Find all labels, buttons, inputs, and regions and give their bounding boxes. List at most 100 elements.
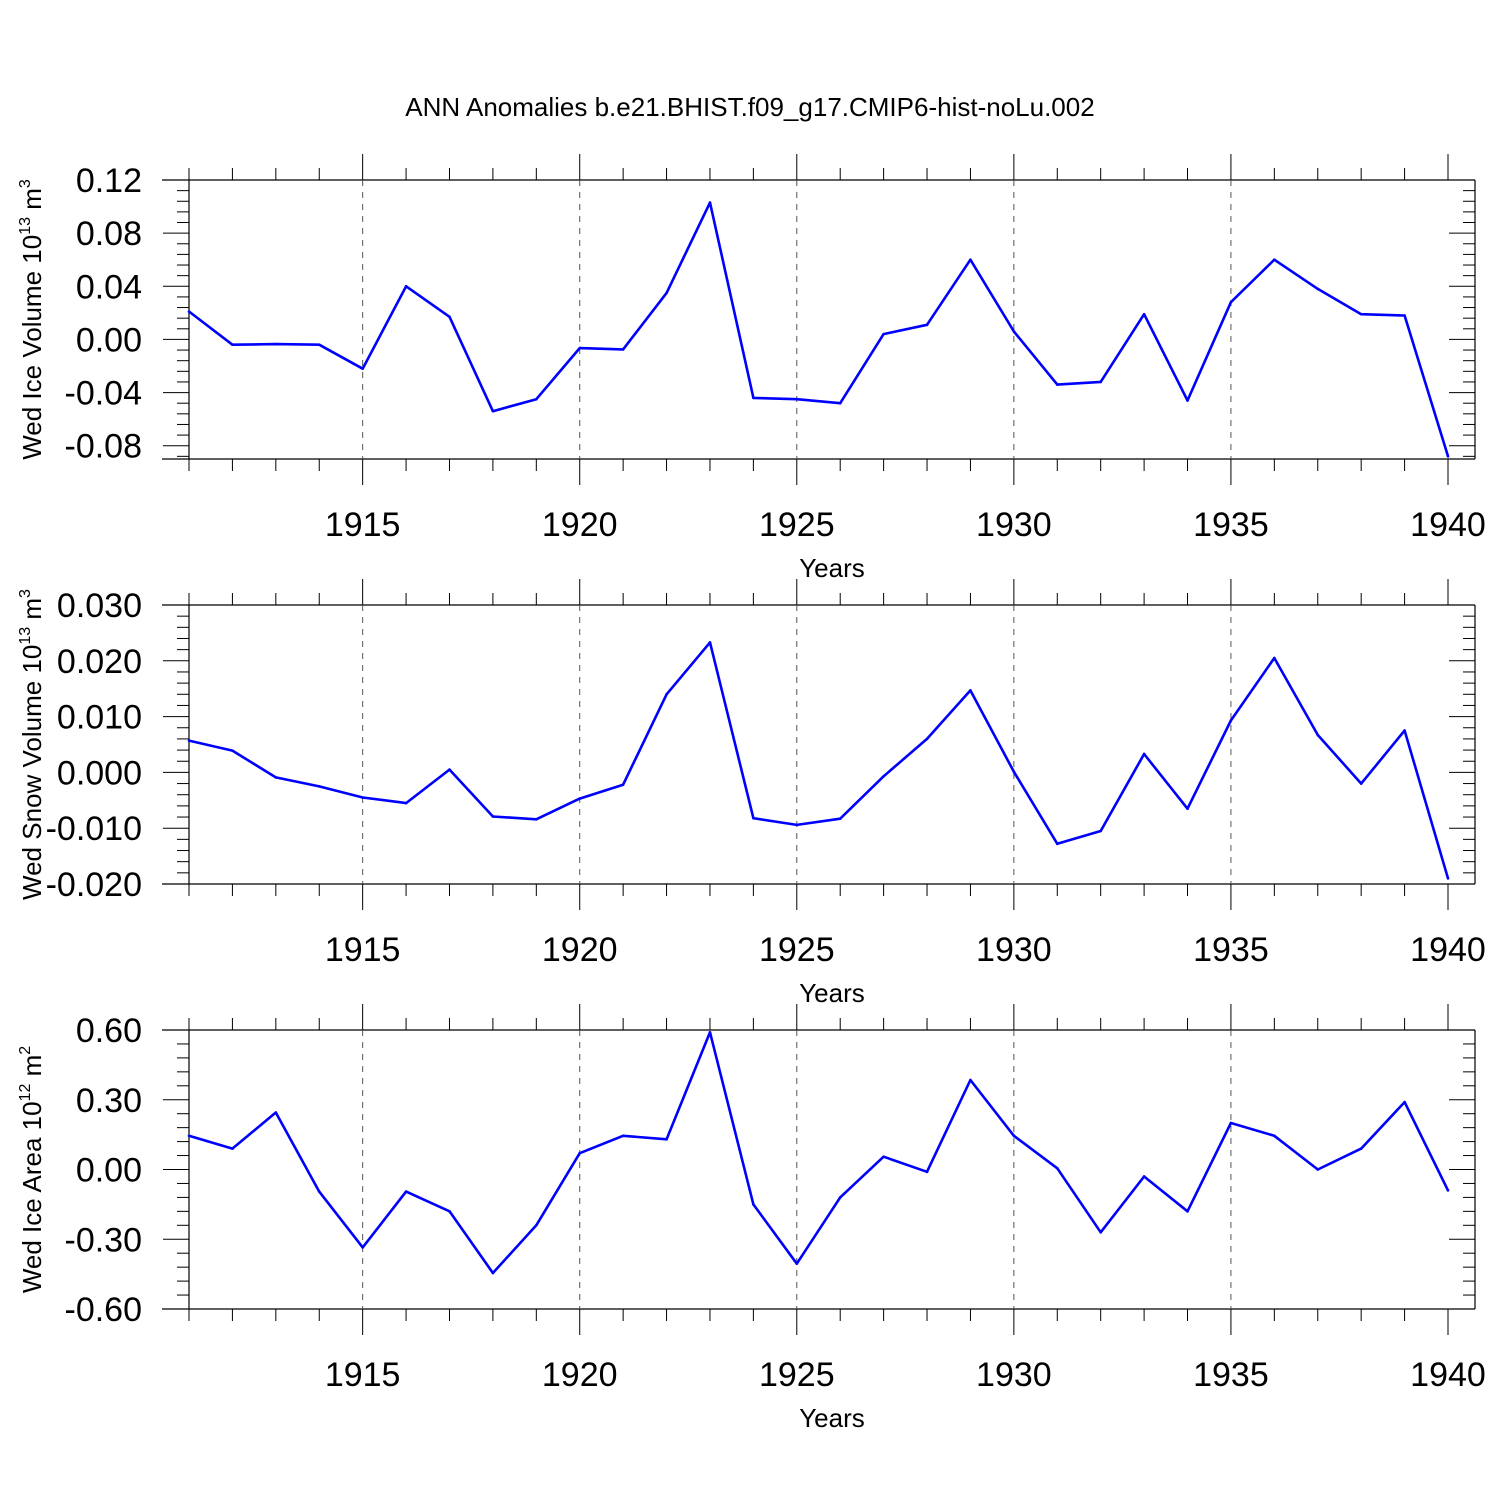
y-tick-label: 0.30 xyxy=(76,1082,142,1120)
y-tick-label: -0.020 xyxy=(46,866,142,904)
x-tick-label: 1920 xyxy=(542,506,618,544)
data-point xyxy=(274,1111,278,1114)
data-point xyxy=(1142,1175,1146,1178)
data-point xyxy=(448,315,451,319)
series-line xyxy=(188,201,1450,457)
data-point xyxy=(1142,752,1146,756)
data-point xyxy=(1273,656,1276,660)
y-tick-label: 0.60 xyxy=(76,1012,142,1050)
y-tick-label: -0.010 xyxy=(46,810,142,848)
y-tick-label: 0.00 xyxy=(76,321,142,359)
data-point xyxy=(1316,1168,1320,1171)
y-tick-label: 0.12 xyxy=(76,162,142,200)
data-point xyxy=(1099,829,1102,833)
data-point xyxy=(882,775,885,778)
data-point xyxy=(925,323,929,327)
data-point xyxy=(1229,719,1233,722)
y-tick-label: -0.60 xyxy=(65,1291,143,1329)
data-point xyxy=(752,816,755,820)
data-point xyxy=(838,1196,842,1199)
data-point xyxy=(1012,770,1016,774)
y-tick-label: 0.010 xyxy=(57,699,142,737)
y-tick-label: 0.00 xyxy=(76,1152,142,1190)
data-point xyxy=(665,291,668,295)
data-point xyxy=(1229,300,1233,304)
y-axis-title: Wed Snow Volume 1013 m3 xyxy=(17,589,47,900)
data-point xyxy=(925,1170,929,1174)
x-axis-title: Years xyxy=(799,978,865,1008)
y-tick-label: -0.30 xyxy=(65,1221,143,1259)
data-point xyxy=(1316,733,1320,737)
data-point xyxy=(231,1147,234,1150)
x-axis-title: Years xyxy=(799,1403,865,1433)
data-point xyxy=(795,1262,799,1265)
data-point xyxy=(535,1224,538,1227)
panel-3: 1915 1920 1925 1930 1935 1940 Years -0.60 -0.30 0… xyxy=(17,1004,1486,1433)
data-point xyxy=(317,785,321,788)
data-point xyxy=(1055,1167,1059,1170)
data-point xyxy=(1012,330,1016,333)
data-point xyxy=(969,258,972,262)
data-point xyxy=(1446,877,1450,880)
y-tick-label: 0.000 xyxy=(57,754,142,792)
data-point xyxy=(838,401,842,405)
x-axis-title: Years xyxy=(799,553,865,583)
data-point xyxy=(665,1137,668,1141)
y-axis-title: Wed Ice Volume 1013 m3 xyxy=(17,179,47,460)
y-tick-label: -0.04 xyxy=(65,375,143,413)
x-tick-label: 1930 xyxy=(976,506,1052,544)
data-point xyxy=(491,1271,495,1275)
data-point xyxy=(1186,1210,1189,1213)
data-point xyxy=(491,409,495,413)
y-tick-label: -0.08 xyxy=(65,428,143,466)
data-point xyxy=(795,397,799,401)
data-point xyxy=(1403,1100,1406,1104)
x-tick-label: 1915 xyxy=(325,1356,401,1394)
data-point xyxy=(274,342,278,346)
data-point xyxy=(665,692,668,696)
y-tick-label: 0.030 xyxy=(57,587,142,625)
figure-title: ANN Anomalies b.e21.BHIST.f09_g17.CMIP6-… xyxy=(405,92,1094,122)
data-point xyxy=(1446,1189,1450,1192)
data-point xyxy=(361,1246,364,1249)
data-point xyxy=(578,1151,582,1155)
data-point xyxy=(708,1031,712,1034)
data-point xyxy=(925,737,929,741)
data-point xyxy=(1012,1134,1016,1138)
data-point xyxy=(882,1155,885,1159)
data-point xyxy=(1186,807,1189,810)
x-tick-label: 1940 xyxy=(1410,931,1486,969)
data-point xyxy=(1359,1147,1363,1150)
x-tick-label: 1920 xyxy=(542,1356,618,1394)
data-point xyxy=(708,201,712,204)
data-point xyxy=(1359,312,1363,316)
data-point xyxy=(1099,380,1102,384)
series-line xyxy=(188,641,1450,879)
x-tick-label: 1935 xyxy=(1193,931,1269,969)
data-point xyxy=(1099,1230,1102,1234)
data-point xyxy=(578,346,582,350)
data-point xyxy=(969,1078,972,1082)
data-point xyxy=(535,817,538,821)
data-point xyxy=(578,797,582,800)
y-tick-label: 0.08 xyxy=(76,215,142,253)
x-tick-label: 1920 xyxy=(542,931,618,969)
data-point xyxy=(1273,1134,1276,1138)
x-tick-label: 1915 xyxy=(325,506,401,544)
data-point xyxy=(752,1203,755,1206)
data-point xyxy=(1055,383,1059,386)
data-point xyxy=(1403,314,1406,317)
data-point xyxy=(361,367,364,370)
data-point xyxy=(404,801,408,805)
data-point xyxy=(187,739,191,742)
x-tick-label: 1930 xyxy=(976,931,1052,969)
data-point xyxy=(187,310,191,313)
data-point xyxy=(752,396,755,400)
data-point xyxy=(1359,782,1363,785)
data-point xyxy=(1142,312,1146,316)
data-point xyxy=(274,776,278,779)
data-point xyxy=(1229,1121,1233,1125)
data-point xyxy=(621,783,625,786)
y-tick-label: 0.020 xyxy=(57,643,142,681)
data-point xyxy=(361,796,364,799)
